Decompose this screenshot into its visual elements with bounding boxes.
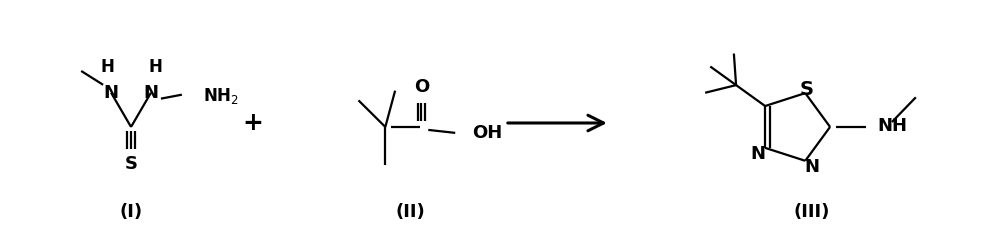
Text: N: N [751, 145, 766, 163]
Text: (I): (I) [119, 203, 143, 221]
Text: O: O [414, 78, 429, 96]
Text: S: S [125, 155, 138, 172]
Text: H: H [100, 58, 114, 76]
Text: N: N [805, 158, 820, 176]
Text: H: H [148, 58, 162, 76]
Text: N: N [104, 84, 119, 102]
Text: (III): (III) [794, 203, 830, 221]
Text: N: N [143, 84, 158, 102]
Text: +: + [242, 111, 263, 135]
Text: (II): (II) [395, 203, 425, 221]
Text: S: S [799, 80, 813, 99]
Text: NH: NH [877, 117, 907, 135]
Text: OH: OH [472, 124, 502, 142]
Text: NH$_2$: NH$_2$ [203, 86, 239, 106]
